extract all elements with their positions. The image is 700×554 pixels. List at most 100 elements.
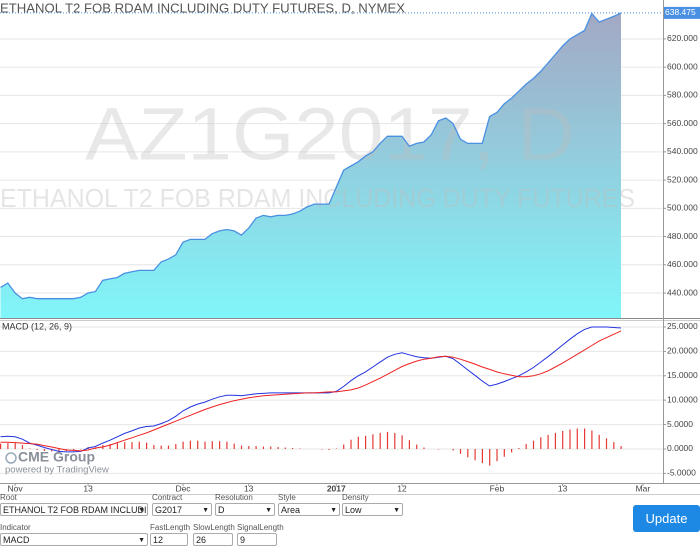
histogram-bar: [620, 446, 622, 449]
dropdown-arrow: ▼: [393, 507, 400, 514]
histogram-bar: [36, 448, 38, 450]
histogram-bar: [219, 441, 221, 449]
field-label: FastLength: [150, 523, 191, 532]
dropdown-arrow: ▼: [330, 507, 337, 514]
x-tick-label: 13: [558, 483, 568, 493]
dropdown-arrow: ▼: [265, 507, 272, 514]
histogram-bar: [576, 428, 578, 449]
field-value: 9: [240, 535, 246, 545]
y-tick-label: 560.000: [667, 118, 698, 128]
histogram-bar: [503, 448, 505, 457]
histogram-bar: [386, 431, 389, 449]
field-value: 26: [196, 535, 207, 545]
histogram-bar: [613, 442, 615, 449]
histogram-bar: [160, 445, 162, 449]
x-tick-label: 13: [83, 483, 93, 493]
field-value: 12: [153, 535, 164, 545]
histogram-bar: [248, 446, 250, 449]
histogram-bar: [532, 440, 535, 449]
histogram-bar: [284, 447, 286, 449]
field-label: Resolution: [215, 493, 253, 502]
histogram-bar: [423, 447, 425, 449]
histogram-bar: [372, 434, 374, 449]
area-line: [0, 12, 622, 300]
histogram-bar: [598, 434, 600, 449]
x-tick-label: 13: [244, 483, 254, 493]
histogram-bar: [255, 446, 257, 449]
histogram-bar: [343, 444, 345, 449]
histogram-bar: [350, 439, 352, 449]
x-tick-label: 12: [397, 483, 407, 493]
histogram-bar: [109, 444, 111, 449]
input[interactable]: 9: [237, 533, 277, 546]
input[interactable]: 12: [150, 533, 188, 546]
field-label: Contract: [152, 493, 183, 502]
update-button[interactable]: Update: [633, 505, 700, 532]
histogram-bar: [189, 440, 191, 449]
y-tick-label: 620.000: [667, 33, 698, 43]
field-value: Low: [345, 505, 362, 515]
field-label: Indicator: [0, 523, 31, 532]
select[interactable]: Low ▼: [342, 503, 403, 516]
histogram-bar: [408, 440, 410, 449]
histogram-bar: [211, 441, 213, 449]
histogram-bar: [233, 443, 235, 449]
histogram-bar: [605, 438, 608, 449]
histogram-bar: [124, 442, 126, 449]
histogram-bar: [540, 437, 542, 449]
y-tick-label: 15.0000: [667, 370, 698, 380]
select[interactable]: MACD ▼: [0, 533, 148, 546]
form: Root ETHANOL T2 FOB RDAM INCLUDI ▼ Contract…: [0, 493, 700, 554]
y-tick-label: 10.0000: [667, 394, 698, 404]
last-price-label: 638.475: [665, 7, 696, 17]
histogram-bar: [416, 444, 418, 449]
histogram-bar: [554, 432, 556, 449]
histogram-bar: [365, 435, 367, 449]
y-tick-label: 5.0000: [667, 419, 693, 429]
histogram-bar: [0, 443, 2, 449]
histogram-bar: [73, 448, 75, 451]
chart: 440.000 460.000 480.000 500.000 520.000 540.0…: [0, 0, 700, 495]
select[interactable]: ETHANOL T2 FOB RDAM INCLUDI ▼: [0, 503, 148, 516]
credit: powered by TradingView: [5, 465, 109, 476]
field-value: D: [218, 505, 225, 515]
macd-line: [0, 330, 622, 452]
histogram-bar: [569, 429, 571, 449]
x-tick-label: Dec: [175, 483, 191, 493]
histogram-bar: [138, 441, 140, 449]
select[interactable]: G2017 ▼: [152, 503, 212, 516]
field-label: Style: [278, 493, 296, 502]
y-tick-label: 480.000: [667, 231, 698, 241]
histogram-bar: [116, 443, 118, 449]
x-tick-label: Mar: [636, 483, 651, 493]
histogram-bar: [496, 448, 498, 462]
field-value: G2017: [155, 505, 183, 515]
histogram-bar: [379, 432, 381, 449]
chart-title: ETHANOL T2 FOB RDAM INCLUDING DUTY FUTUR…: [0, 1, 406, 15]
y-tick-label: 20.0000: [667, 346, 698, 356]
watermark: AZ1G2017, D: [85, 93, 575, 176]
area-fill: [0, 12, 621, 319]
histogram-bar: [197, 440, 199, 449]
y-tick-label: 500.000: [667, 203, 698, 213]
last-price-tag: [663, 6, 700, 19]
histogram-bar: [182, 441, 184, 449]
dropdown-arrow: ▼: [202, 507, 209, 514]
logo: CME Group: [18, 449, 95, 465]
field-label: SignalLength: [237, 523, 284, 532]
y-tick-label: 25.0000: [667, 321, 698, 331]
x-tick-label: Feb: [490, 483, 505, 493]
histogram-bar: [481, 448, 483, 464]
y-tick-label: 460.000: [667, 259, 698, 269]
field-label: Root: [0, 493, 17, 502]
histogram-bar: [7, 443, 9, 449]
histogram-bar: [591, 430, 593, 449]
dropdown-arrow: ▼: [138, 507, 145, 514]
histogram-bar: [277, 447, 279, 449]
input[interactable]: 26: [193, 533, 233, 546]
select[interactable]: Area ▼: [278, 503, 340, 516]
select[interactable]: D ▼: [215, 503, 275, 516]
histogram-bar: [474, 448, 476, 461]
histogram-bar: [452, 448, 454, 451]
field-label: SlowLength: [193, 523, 235, 532]
